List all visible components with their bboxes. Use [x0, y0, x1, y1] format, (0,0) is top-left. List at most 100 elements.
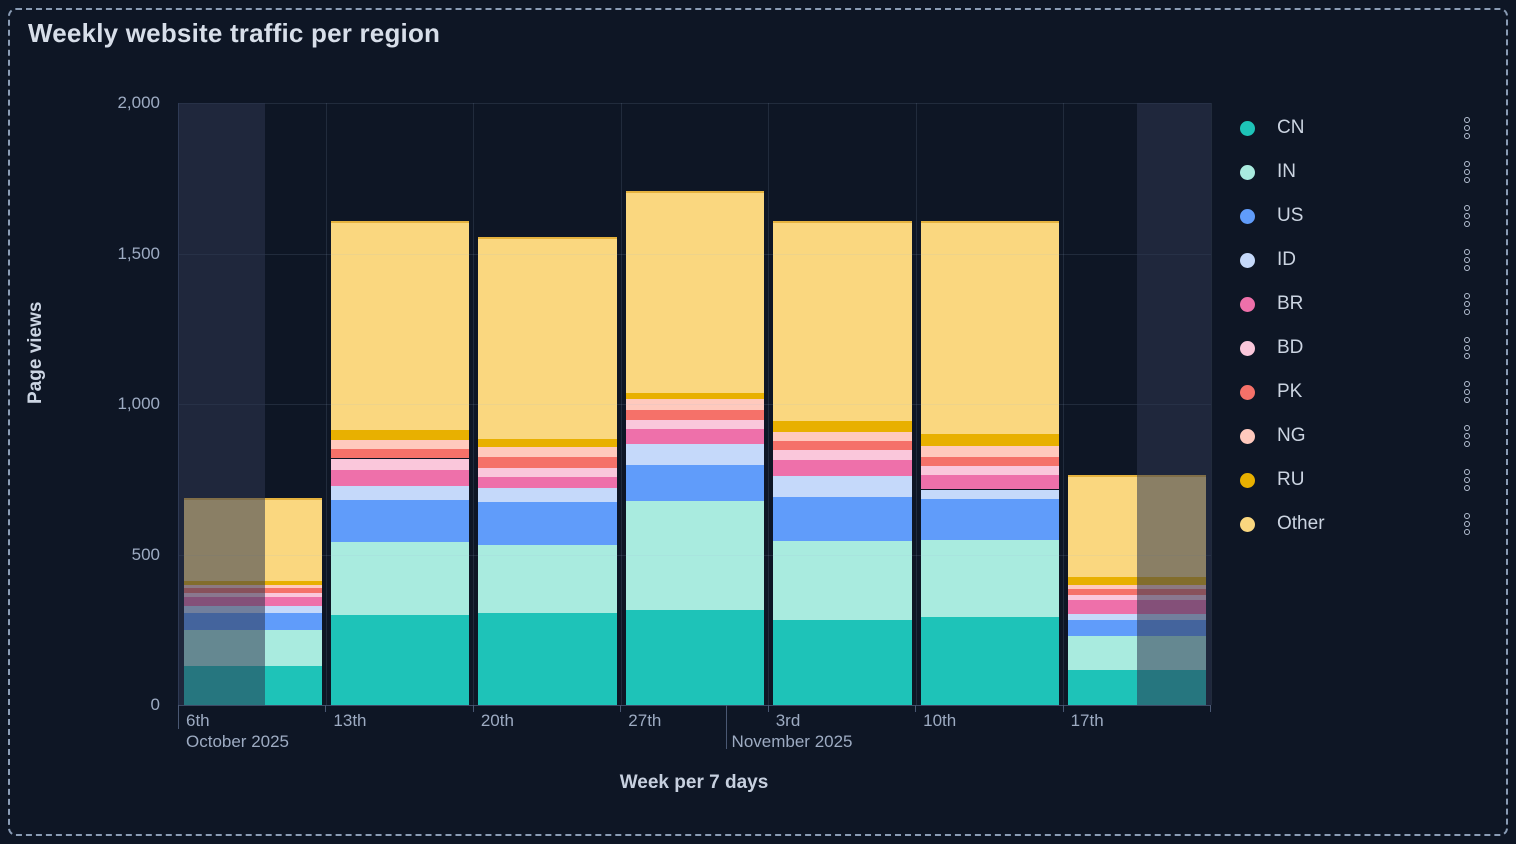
bar-segment-br[interactable]	[773, 460, 912, 476]
y-tick-label: 2,000	[117, 93, 160, 112]
bar-segment-in[interactable]	[478, 544, 617, 614]
x-tick-label: 13th	[333, 711, 367, 730]
legend-item-us[interactable]: US	[1240, 194, 1476, 238]
bar-segment-br[interactable]	[330, 470, 470, 487]
bar-segment-cn[interactable]	[478, 613, 617, 705]
bar-segment-ru[interactable]	[773, 420, 912, 432]
bar-segment-id[interactable]	[773, 475, 912, 498]
bar-segment-pk[interactable]	[920, 456, 1060, 467]
bar-segment-ng[interactable]	[625, 399, 765, 410]
kebab-menu-icon[interactable]	[1464, 467, 1470, 492]
vertical-gridline	[768, 103, 770, 705]
kebab-dot	[1464, 529, 1470, 536]
bar-segment-pk[interactable]	[1068, 588, 1207, 596]
kebab-dot	[1464, 301, 1470, 307]
bar-segment-us[interactable]	[920, 499, 1060, 541]
bar-segment-bd[interactable]	[773, 450, 912, 460]
bar-segment-us[interactable]	[478, 502, 617, 545]
legend-color-dot	[1240, 472, 1255, 488]
kebab-dot	[1464, 116, 1470, 123]
bar-segment-id[interactable]	[478, 488, 617, 503]
x-tick-mark	[767, 705, 769, 712]
bar-segment-bd[interactable]	[625, 419, 765, 429]
legend-item-label: BR	[1277, 293, 1304, 314]
dashed-border-frame	[8, 8, 1508, 836]
bar-segment-other[interactable]	[625, 190, 765, 393]
bar-segment-ru[interactable]	[478, 438, 617, 448]
bar-segment-pk[interactable]	[478, 457, 617, 468]
legend-item-pk[interactable]: PK	[1240, 370, 1476, 414]
kebab-menu-icon[interactable]	[1464, 247, 1470, 272]
kebab-menu-icon[interactable]	[1464, 115, 1470, 140]
legend-item-label: IN	[1277, 161, 1296, 182]
legend-item-ru[interactable]: RU	[1240, 458, 1476, 502]
bar-segment-id[interactable]	[330, 486, 470, 501]
bar-segment-in[interactable]	[330, 541, 470, 615]
bar-segment-cn[interactable]	[920, 617, 1060, 705]
bar-segment-pk[interactable]	[330, 448, 470, 459]
kebab-menu-icon[interactable]	[1464, 511, 1470, 536]
kebab-menu-icon[interactable]	[1464, 379, 1470, 404]
bar-segment-pk[interactable]	[773, 440, 912, 451]
vertical-gridline	[325, 103, 327, 705]
x-tick-label: 10th	[923, 711, 957, 730]
bar-segment-ru[interactable]	[1068, 577, 1207, 586]
bar-segment-bd[interactable]	[920, 466, 1060, 476]
bar-segment-br[interactable]	[478, 476, 617, 488]
bar-segment-us[interactable]	[773, 497, 912, 541]
kebab-menu-icon[interactable]	[1464, 159, 1470, 184]
bar-segment-in[interactable]	[625, 500, 765, 610]
legend-item-ng[interactable]: NG	[1240, 414, 1476, 458]
y-axis-title: Page views	[25, 301, 46, 404]
bar-segment-ng[interactable]	[1068, 585, 1207, 589]
x-tick-mark	[472, 705, 474, 712]
bar-segment-cn[interactable]	[330, 614, 470, 705]
kebab-menu-icon[interactable]	[1464, 203, 1470, 228]
bar-segment-in[interactable]	[920, 540, 1060, 618]
bar-segment-in[interactable]	[773, 540, 912, 621]
kebab-dot	[1464, 204, 1470, 211]
y-tick-label: 1,500	[117, 243, 160, 263]
bar-segment-ng[interactable]	[478, 447, 617, 458]
bar-segment-id[interactable]	[625, 444, 765, 465]
bar-segment-ru[interactable]	[625, 392, 765, 400]
bar-segment-bd[interactable]	[1068, 595, 1207, 601]
bar-segment-cn[interactable]	[625, 609, 765, 705]
kebab-menu-icon[interactable]	[1464, 291, 1470, 316]
bar-segment-other[interactable]	[330, 221, 470, 431]
bar-segment-other[interactable]	[478, 237, 617, 439]
kebab-menu-icon[interactable]	[1464, 423, 1470, 448]
bar-segment-ng[interactable]	[773, 431, 912, 441]
bar-segment-pk[interactable]	[625, 409, 765, 420]
bar-segment-id[interactable]	[920, 489, 1060, 500]
y-tick-label: 1,000	[117, 394, 160, 413]
bar-segment-other[interactable]	[773, 221, 912, 421]
bar-segment-br[interactable]	[920, 475, 1060, 490]
legend-color-dot	[1240, 340, 1255, 356]
bar-segment-bd[interactable]	[478, 467, 617, 477]
kebab-menu-icon[interactable]	[1464, 335, 1470, 360]
legend-item-id[interactable]: ID	[1240, 238, 1476, 282]
bar-segment-us[interactable]	[330, 500, 470, 542]
bar-segment-ng[interactable]	[330, 439, 470, 449]
bar-segment-id[interactable]	[1068, 613, 1207, 621]
legend-color-dot	[1240, 208, 1255, 224]
legend-item-br[interactable]: BR	[1240, 282, 1476, 326]
legend-item-bd[interactable]: BD	[1240, 326, 1476, 370]
legend-color-dot	[1240, 164, 1255, 180]
horizontal-gridline	[179, 554, 1211, 556]
legend-item-label: CN	[1277, 117, 1305, 138]
x-tick-label: 17th	[1070, 711, 1104, 730]
kebab-dot	[1464, 248, 1470, 255]
legend-item-other[interactable]: Other	[1240, 502, 1476, 546]
bar-segment-br[interactable]	[625, 429, 765, 445]
bar-segment-us[interactable]	[625, 464, 765, 501]
bar-segment-other[interactable]	[920, 220, 1060, 434]
bar-segment-ru[interactable]	[330, 430, 470, 440]
legend-item-cn[interactable]: CN	[1240, 106, 1476, 150]
bar-segment-ru[interactable]	[920, 433, 1060, 446]
bar-segment-bd[interactable]	[330, 458, 470, 471]
legend-item-in[interactable]: IN	[1240, 150, 1476, 194]
bar-segment-ng[interactable]	[920, 445, 1060, 457]
bar-segment-cn[interactable]	[773, 620, 912, 705]
